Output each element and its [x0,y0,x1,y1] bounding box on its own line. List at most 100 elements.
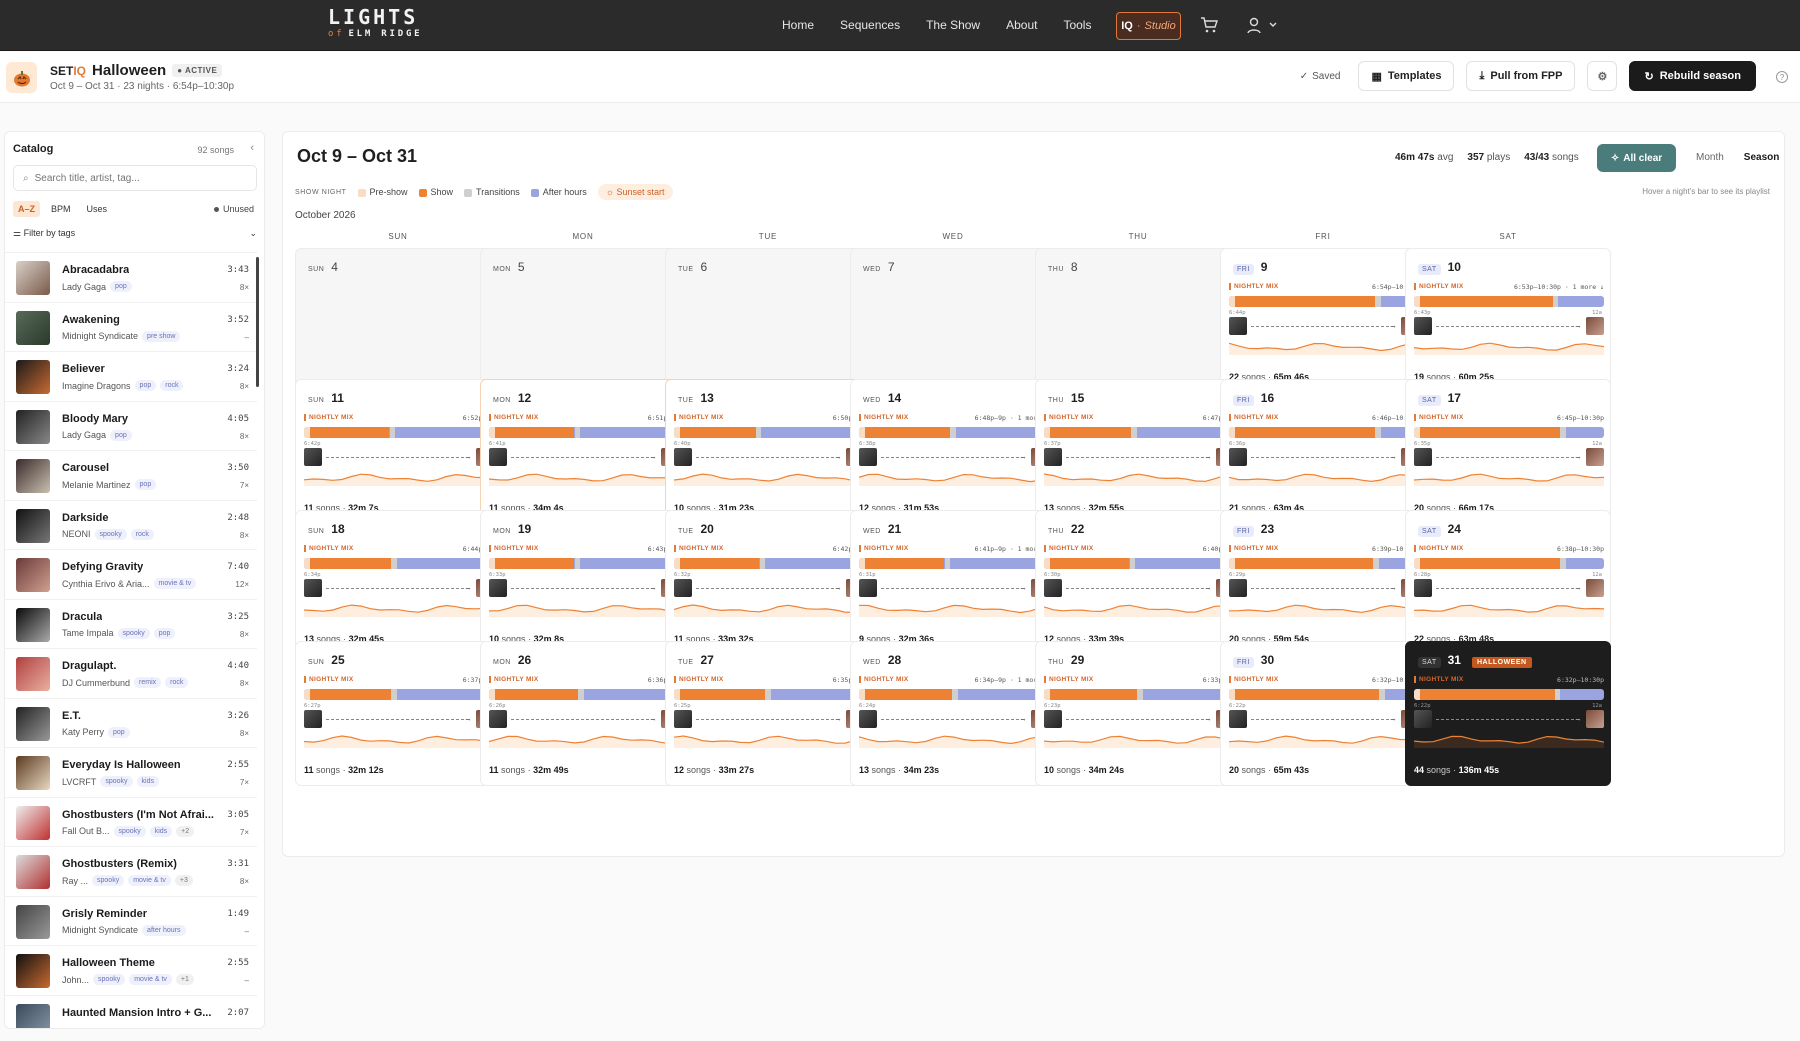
timeline-bar[interactable] [1229,558,1419,569]
refresh-icon: ↻ [1644,70,1654,83]
timeline-bar[interactable] [489,689,679,700]
calendar-day-14[interactable]: WED 14 NIGHTLY MIX 6:48p–9p · 1 more ↓ 6:3… [850,379,1056,524]
timeline-bar[interactable] [859,558,1049,569]
nav-the-show[interactable]: The Show [926,18,981,32]
nav-about[interactable]: About [1006,18,1038,32]
song-row[interactable]: Ghostbusters (I'm Not Afrai... Fall Out … [5,796,257,847]
timeline-bar[interactable] [489,427,679,438]
song-row[interactable]: Believer Imagine Dragons pop rock 3:24 8× [5,351,257,401]
timeline-bar[interactable] [859,427,1049,438]
timeline-bar[interactable] [1229,427,1419,438]
song-row[interactable]: E.T. Katy Perry pop 3:26 8× [5,697,257,748]
song-row[interactable]: Everyday Is Halloween LVCRFT spooky kids 2… [5,747,257,797]
timeline-bar[interactable] [1414,689,1604,700]
timeline-bar[interactable] [1229,296,1419,307]
user-menu-icon[interactable] [1246,16,1278,34]
iq-studio-button[interactable]: IQ · Studio [1116,12,1181,40]
song-row[interactable]: Defying Gravity Cynthia Erivo & Aria... m… [5,549,257,599]
timeline-bar[interactable] [674,558,864,569]
calendar-day-4[interactable]: SUN 4 [295,248,501,393]
timeline-bar[interactable] [859,689,1049,700]
sunset-start-chip[interactable]: ☼ Sunset start [597,184,673,200]
show-time: 6:52p–9p [462,414,494,422]
settings-button[interactable]: ⚙ [1587,61,1618,91]
calendar-day-5[interactable]: MON 5 [480,248,686,393]
view-month[interactable]: Month [1696,152,1724,163]
song-row[interactable]: Darkside NEONI spooky rock 2:48 8× [5,499,257,550]
site-logo[interactable]: LIGHTS of ELM RIDGE [328,7,422,39]
timeline-bar[interactable] [1414,427,1604,438]
song-row[interactable]: Awakening Midnight Syndicate pre show 3:5… [5,301,257,352]
song-row[interactable]: Bloody Mary Lady Gaga pop 4:05 8× [5,400,257,451]
collapse-icon[interactable]: ‹ [250,142,254,154]
all-clear-button[interactable]: ✧ All clear [1597,144,1676,172]
timeline-bar[interactable] [1229,689,1419,700]
rebuild-season-button[interactable]: ↻ Rebuild season [1629,61,1756,91]
song-row[interactable]: Abracadabra Lady Gaga pop 3:43 8× [5,252,257,302]
timeline-bar[interactable] [489,558,679,569]
song-row[interactable]: Carousel Melanie Martinez pop 3:50 7× [5,450,257,500]
pull-from-fpp-button[interactable]: ⤓ Pull from FPP [1466,61,1576,91]
timeline-bar[interactable] [674,689,864,700]
timeline-bar[interactable] [304,689,494,700]
timeline-bar[interactable] [1044,427,1234,438]
song-row[interactable]: Dragulapt. DJ Cummerbund remix rock 4:40 8… [5,648,257,698]
calendar-day-8[interactable]: THU 8 [1035,248,1241,393]
start-tick: 6:41p [489,441,506,447]
calendar-day-21[interactable]: WED 21 NIGHTLY MIX 6:41p–9p · 1 more ↓ 6:3… [850,510,1056,655]
song-row[interactable]: Halloween Theme John... spooky movie & tv +… [5,945,257,995]
calendar-day-31[interactable]: SAT 31 HALLOWEEN NIGHTLY MIX 6:32p–10:30p 6… [1405,641,1611,786]
calendar-day-10[interactable]: SAT 10 NIGHTLY MIX 6:53p–10:30p · 1 more ↓… [1405,248,1611,393]
calendar-day-24[interactable]: SAT 24 NIGHTLY MIX 6:38p–10:30p 6:28p 12a … [1405,510,1611,655]
search-input[interactable] [34,172,235,184]
cart-icon[interactable] [1200,16,1218,34]
sort-bpm[interactable]: BPM [51,204,71,214]
calendar-day-28[interactable]: WED 28 NIGHTLY MIX 6:34p–9p · 1 more ↓ 6:2… [850,641,1056,786]
timeline-bar[interactable] [1414,296,1604,307]
calendar-day-7[interactable]: WED 7 [850,248,1056,393]
song-row[interactable]: Dracula Tame Impala spooky pop 3:25 8× [5,598,257,649]
nightly-mix-label: NIGHTLY MIX 6:47p–9p [1044,414,1234,422]
sort-az[interactable]: A–Z [13,201,41,217]
nav-sequences[interactable]: Sequences [840,18,901,32]
help-icon[interactable]: ? [1776,71,1788,83]
calendar-day-6[interactable]: TUE 6 [665,248,871,393]
song-row[interactable]: Grisly Reminder Midnight Syndicate after … [5,895,257,946]
catalog-scrollbar[interactable] [256,131,260,1029]
timeline-bar[interactable] [1044,689,1234,700]
nav-home[interactable]: Home [782,18,815,32]
templates-button[interactable]: ▦ Templates [1358,61,1455,91]
timeline-bar[interactable] [674,427,864,438]
energy-curve [489,604,679,617]
song-row[interactable]: Ghostbusters (Remix) Ray ... spooky movie … [5,846,257,896]
view-season[interactable]: Season [1743,152,1780,163]
unused-toggle[interactable]: Unused [214,204,254,214]
timeline-bar[interactable] [304,427,494,438]
song-row[interactable]: Haunted Mansion Intro + G... 2:07 [5,994,257,1028]
day-summary: 10 songs · 34m 24s [1044,765,1125,775]
timeline-bar[interactable] [304,558,494,569]
timeline-bar[interactable] [1414,558,1604,569]
calendar-day-17[interactable]: SAT 17 NIGHTLY MIX 6:45p–10:30p 6:35p 12a … [1405,379,1611,524]
timeline-bar[interactable] [1044,558,1234,569]
nightly-mix-label: NIGHTLY MIX 6:50p–9p [674,414,864,422]
filter-by-tags[interactable]: ⚌ Filter by tags ⌄ [13,228,257,239]
sort-uses[interactable]: Uses [86,204,108,214]
energy-curve [674,735,864,748]
